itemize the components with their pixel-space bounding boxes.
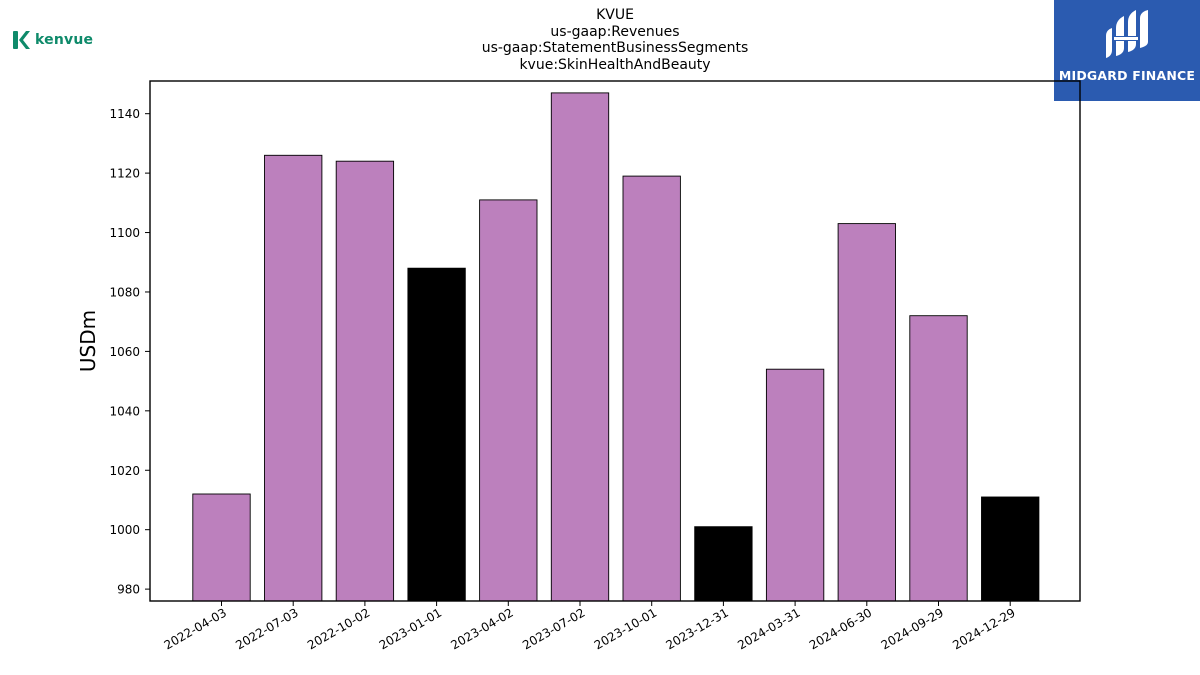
bar-2024-09-29	[909, 315, 968, 602]
x-tick-label: 2024-03-31	[735, 605, 802, 652]
bar-2024-06-30	[837, 223, 896, 602]
chart-title-line: kvue:SkinHealthAndBeauty	[519, 56, 711, 73]
x-tick-label: 2024-09-29	[879, 605, 946, 652]
y-tick-label: 1120	[109, 167, 140, 181]
x-tick-label: 2024-06-30	[807, 605, 874, 652]
plot-frame	[149, 80, 1081, 602]
y-tick-label: 1060	[109, 345, 140, 359]
y-axis-label: USDm	[76, 310, 100, 372]
midgard-finance-logo-text: MIDGARD FINANCE	[1058, 68, 1196, 83]
bar-2023-07-02	[550, 92, 610, 602]
y-tick-label: 1140	[109, 107, 140, 121]
x-tick-label: 2022-10-02	[305, 605, 372, 652]
bar-2022-10-02	[335, 160, 395, 602]
x-tick-label: 2023-12-31	[663, 605, 730, 652]
midgard-finance-logo: MIDGARD FINANCE	[1054, 0, 1200, 101]
bar-2024-12-29	[981, 496, 1040, 602]
x-tick-label: 2023-01-01	[377, 605, 444, 652]
y-tick-label: 1080	[109, 285, 140, 299]
y-tick-label: 1040	[109, 404, 140, 418]
x-tick-label: 2022-04-03	[162, 605, 229, 652]
x-tick-label: 2023-10-01	[592, 605, 659, 652]
y-axis: 980 1000 1020 1040 1060 1080 1100 1120 1140	[109, 107, 150, 597]
bar-2022-04-03	[192, 493, 251, 602]
kenvue-logo-text: kenvue	[35, 32, 94, 48]
y-tick-label: 1000	[109, 523, 140, 537]
chart-title-line: us-gaap:StatementBusinessSegments	[481, 40, 749, 57]
y-tick-label: 1020	[109, 464, 140, 478]
bars-group	[192, 92, 1040, 602]
x-tick-label: 2023-07-02	[520, 605, 587, 652]
chart-title: KVUE us-gaap:Revenues us-gaap:StatementB…	[365, 7, 865, 73]
bar-2022-07-03	[264, 154, 323, 602]
kenvue-k-icon	[13, 31, 30, 49]
bar-2023-10-01	[622, 175, 681, 602]
bar-2023-04-02	[479, 199, 538, 602]
bar-2024-03-31	[765, 368, 825, 602]
bar-2023-12-31	[694, 526, 753, 602]
x-axis: 2022-04-03 2022-07-03 2022-10-02 2023-01-01…	[162, 601, 1018, 652]
bar-2023-01-01	[407, 267, 466, 602]
chart-title-line: KVUE	[596, 7, 634, 23]
y-tick-label: 1100	[109, 226, 140, 240]
x-tick-label: 2024-12-29	[950, 605, 1017, 652]
kenvue-logo: kenvue	[12, 28, 93, 52]
y-tick-label: 980	[117, 583, 140, 597]
x-tick-label: 2023-04-02	[448, 605, 515, 652]
x-tick-label: 2022-07-03	[233, 605, 300, 652]
midgard-finance-emblem-icon	[1106, 10, 1148, 58]
chart-title-line: us-gaap:Revenues	[550, 23, 680, 40]
